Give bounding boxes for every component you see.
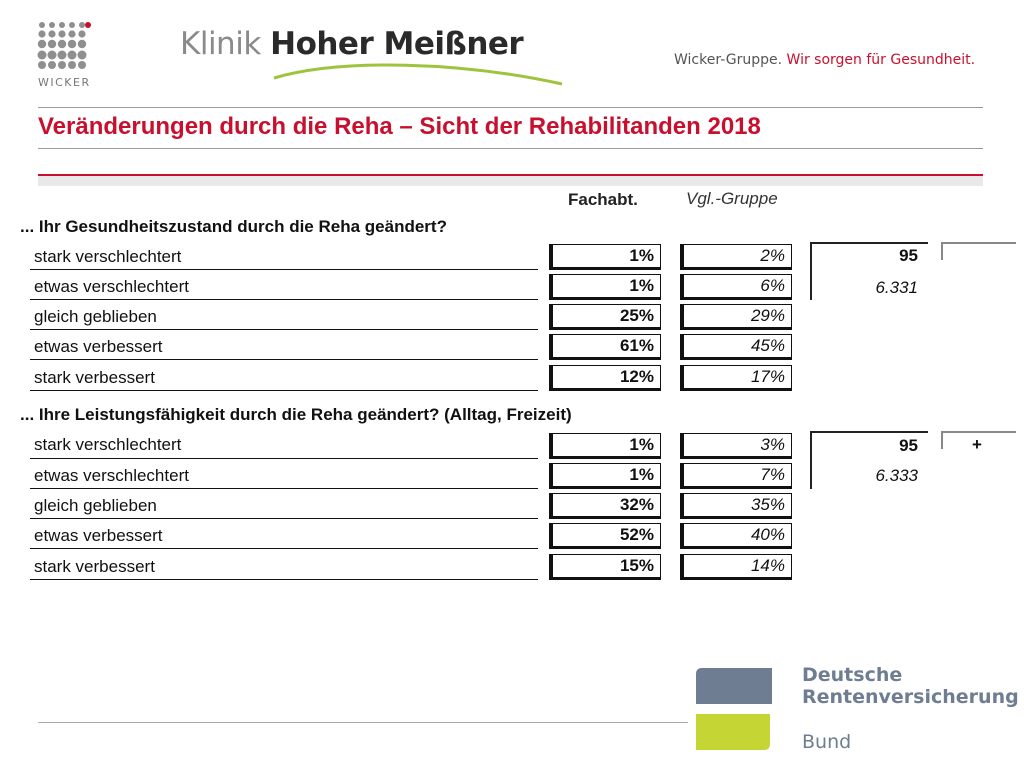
significance-marker: + [972,435,982,454]
vgl-value-cell: 40% [680,523,792,549]
row-label: stark verbessert [34,368,155,387]
row-divider [30,359,538,360]
row-label: stark verschlechtert [34,247,182,266]
header-divider-top [38,107,983,108]
vgl-value-cell: 17% [680,365,792,391]
fach-value-cell: 1% [549,463,661,489]
drv-name-line2: Rentenversicherung [802,686,1019,708]
tagline-slogan: Wir sorgen für Gesundheit. [786,52,976,68]
vgl-value-cell: 6% [680,274,792,300]
tagline: Wicker-Gruppe. Wir sorgen für Gesundheit… [674,52,975,68]
vgl-value-cell: 2% [680,244,792,270]
fach-value-cell: 15% [549,554,661,580]
row-divider [30,390,538,391]
drv-logo [696,668,772,750]
significance-box [941,242,1016,260]
row-label: etwas verschlechtert [34,466,189,485]
sample-size-box [810,242,928,300]
clinic-name: Klinik Hoher Meißner [180,26,524,62]
sample-size-fachabteilung: 95 [899,436,918,455]
row-divider [30,269,538,270]
row-divider [30,488,538,489]
drv-name-line3: Bund [802,731,852,753]
fach-value-cell: 1% [549,274,661,300]
header-divider-bottom [38,148,983,149]
clinic-name-prefix: Klinik [180,26,271,62]
significance-box [941,431,1016,449]
vgl-value-cell: 29% [680,304,792,330]
row-label: etwas verbessert [34,337,163,356]
row-label: etwas verschlechtert [34,277,189,296]
page-title: Veränderungen durch die Reha – Sicht der… [38,113,761,140]
section-question-performance: ... Ihre Leistungsfähigkeit durch die Re… [20,405,572,424]
title-band [38,174,983,186]
column-header-vergleichsgruppe: Vgl.-Gruppe [686,189,778,208]
fach-value-cell: 12% [549,365,661,391]
section-question-health: ... Ihr Gesundheitszustand durch die Reh… [20,217,447,236]
fach-value-cell: 52% [549,523,661,549]
drv-name-line1: Deutsche [802,664,903,686]
footer-divider [38,722,688,723]
fach-value-cell: 1% [549,433,661,459]
column-header-fachabteilung: Fachabt. [568,190,638,209]
fach-value-cell: 61% [549,334,661,360]
fach-value-cell: 1% [549,244,661,270]
sample-size-vergleichsgruppe: 6.331 [875,278,918,297]
wicker-logo-text: WICKER [38,76,91,89]
vgl-value-cell: 35% [680,493,792,519]
row-divider [30,299,538,300]
vgl-value-cell: 7% [680,463,792,489]
row-label: gleich geblieben [34,307,157,326]
sample-size-fachabteilung: 95 [899,246,918,265]
fach-value-cell: 25% [549,304,661,330]
row-label: stark verschlechtert [34,435,182,454]
row-divider [30,458,538,459]
vgl-value-cell: 45% [680,334,792,360]
sample-size-box [810,431,928,489]
sample-size-vergleichsgruppe: 6.333 [875,466,918,485]
clinic-swoosh [273,63,563,86]
tagline-group: Wicker-Gruppe. [674,52,787,68]
row-label: stark verbessert [34,557,155,576]
clinic-name-main: Hoher Meißner [270,26,524,62]
fach-value-cell: 32% [549,493,661,519]
vgl-value-cell: 3% [680,433,792,459]
row-divider [30,329,538,330]
vgl-value-cell: 14% [680,554,792,580]
row-divider [30,579,538,580]
row-divider [30,548,538,549]
row-label: etwas verbessert [34,526,163,545]
row-divider [30,518,538,519]
row-label: gleich geblieben [34,496,157,515]
wicker-logo: WICKER [37,22,91,89]
